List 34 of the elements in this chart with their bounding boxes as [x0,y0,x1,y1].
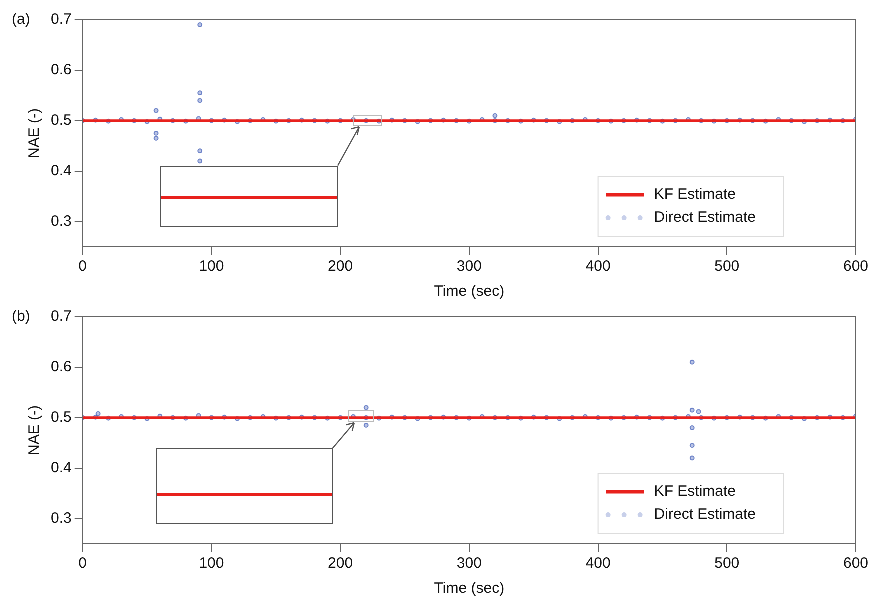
x-tick-label: 200 [328,555,354,572]
y-tick-label: 0.6 [50,62,72,79]
y-tick-label: 0.3 [50,212,72,230]
x-tick-label: 600 [843,555,869,572]
y-tick-label: 0.4 [50,162,72,180]
x-tick-label: 100 [199,258,224,276]
chart-title: (a) [12,11,30,28]
x-tick-label: 300 [456,258,482,276]
y-tick-label: 0.7 [50,308,72,326]
legend-label: KF Estimate [654,483,736,500]
x-tick-label: 500 [714,258,740,276]
y-tick-label: 0.6 [50,358,72,376]
x-axis-title: Time (sec) [434,580,505,598]
chart-title: (b) [12,308,30,326]
y-tick-label: 0.7 [50,11,72,28]
x-tick-label: 400 [586,555,611,572]
x-tick-label: 300 [456,555,482,572]
legend-label: KF Estimate [654,186,736,204]
x-tick-label: 600 [843,258,869,276]
x-tick-label: 500 [714,555,740,572]
x-tick-label: 100 [199,555,224,572]
y-axis-title: NAE (-) [26,108,44,158]
legend-label: Direct Estimate [654,209,756,226]
y-tick-label: 0.5 [50,112,72,130]
x-tick-label: 400 [586,258,611,276]
y-tick-label: 0.4 [50,459,72,476]
y-tick-label: 0.3 [50,510,72,527]
y-axis-title: NAE (-) [26,406,44,456]
x-tick-label: 0 [78,555,88,572]
x-tick-label: 0 [78,258,88,276]
x-tick-label: 200 [328,258,354,276]
y-tick-label: 0.5 [50,409,72,426]
x-axis-title: Time (sec) [434,283,505,300]
legend-label: Direct Estimate [654,506,756,524]
